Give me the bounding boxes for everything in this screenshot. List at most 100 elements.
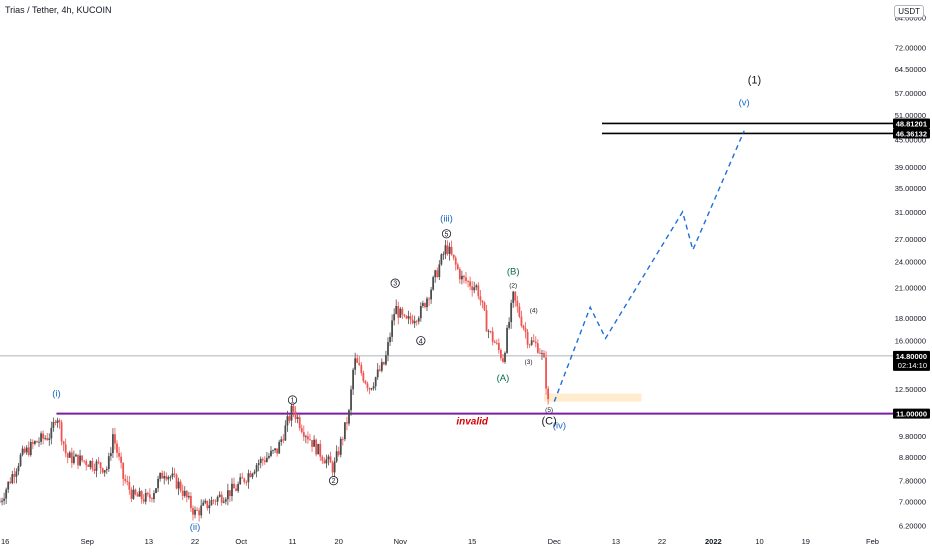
candle-body bbox=[463, 275, 465, 278]
candle-body bbox=[216, 496, 219, 502]
candle-body bbox=[107, 456, 110, 470]
candle-body bbox=[40, 433, 42, 442]
candle-body bbox=[87, 465, 90, 467]
candle-body bbox=[292, 405, 295, 412]
candle-body bbox=[239, 477, 242, 485]
candle-body bbox=[268, 455, 270, 458]
candle-body bbox=[421, 303, 424, 306]
candle-body bbox=[426, 298, 428, 308]
candle-body bbox=[417, 318, 420, 322]
candle-body bbox=[534, 341, 537, 344]
candle-body bbox=[411, 319, 414, 324]
candle-body bbox=[224, 499, 227, 502]
candle-body bbox=[120, 456, 123, 463]
target-zone-layer bbox=[544, 393, 642, 402]
candle-body bbox=[467, 281, 469, 282]
price-tick-label: 9.80000 bbox=[899, 432, 926, 441]
candle-body bbox=[15, 471, 18, 477]
candle-body bbox=[547, 388, 550, 400]
candle-body bbox=[358, 362, 361, 366]
candle-body bbox=[475, 285, 478, 288]
candle-body bbox=[528, 344, 531, 346]
candle-body bbox=[399, 308, 402, 318]
price-tick-label: 72.00000 bbox=[895, 44, 926, 53]
candle-body bbox=[368, 388, 371, 390]
target-price-badge-high-bg bbox=[893, 118, 930, 129]
candle-body bbox=[243, 478, 246, 483]
candle-body bbox=[126, 481, 129, 482]
candle-body bbox=[5, 489, 8, 499]
candle-body bbox=[327, 456, 330, 460]
levels-layer bbox=[0, 122, 893, 415]
candle-body bbox=[235, 488, 237, 491]
candle-body bbox=[157, 478, 159, 489]
candle-body bbox=[428, 298, 430, 300]
candle-body bbox=[413, 321, 416, 324]
currency-badge[interactable]: USDT bbox=[894, 5, 924, 18]
candle-body bbox=[382, 361, 385, 365]
candle-body bbox=[374, 377, 377, 387]
candle-body bbox=[89, 460, 92, 467]
candle-body bbox=[280, 439, 283, 442]
forecast-layer bbox=[553, 130, 745, 402]
candle-body bbox=[302, 432, 305, 437]
candle-body bbox=[407, 316, 410, 319]
candle-body bbox=[274, 448, 276, 451]
candle-body bbox=[249, 473, 252, 477]
candle-body bbox=[532, 340, 535, 342]
candle-body bbox=[134, 489, 137, 495]
candle-body bbox=[112, 434, 114, 454]
candle-body bbox=[177, 481, 180, 489]
candle-body bbox=[335, 451, 338, 462]
time-tick-label: Oct bbox=[235, 537, 248, 546]
candle-body bbox=[346, 422, 348, 424]
candle-body bbox=[495, 342, 498, 344]
price-tick-label: 51.00000 bbox=[895, 111, 926, 120]
candle-body bbox=[294, 411, 297, 419]
candle-body bbox=[38, 441, 40, 443]
candle-body bbox=[99, 462, 102, 469]
candle-body bbox=[493, 341, 496, 343]
candle-body bbox=[11, 474, 14, 484]
candle-body bbox=[409, 316, 412, 320]
candle-body bbox=[214, 500, 217, 502]
time-tick-label: Feb bbox=[866, 537, 879, 546]
candle-body bbox=[380, 361, 383, 371]
candle-body bbox=[190, 495, 192, 509]
circled-wave-label: 3 bbox=[393, 281, 397, 288]
candle-body bbox=[66, 453, 69, 458]
time-tick-label: 22 bbox=[191, 537, 199, 546]
time-tick-label: Sep bbox=[81, 537, 94, 546]
candle-body bbox=[530, 340, 533, 345]
candle-body bbox=[458, 269, 461, 280]
candle-body bbox=[341, 438, 344, 440]
candle-body bbox=[405, 316, 408, 319]
candle-body bbox=[436, 270, 439, 278]
candle-body bbox=[181, 490, 184, 496]
candle-body bbox=[163, 476, 166, 479]
time-axis[interactable]: 16 Sep 13 22 Oct 11 20 Nov 15 Dec 13 22 2022 10 19 Feb bbox=[1, 537, 879, 546]
candle-body bbox=[524, 328, 527, 332]
candle-body bbox=[42, 433, 45, 439]
candle-body bbox=[489, 331, 492, 333]
candle-body bbox=[348, 410, 350, 424]
candle-body bbox=[196, 509, 198, 511]
circled-wave-label: 4 bbox=[419, 338, 423, 345]
candle-body bbox=[60, 422, 63, 442]
candle-body bbox=[354, 358, 357, 370]
candle-body bbox=[339, 438, 342, 455]
price-tick-label: 31.00000 bbox=[895, 208, 926, 217]
candle-body bbox=[397, 306, 400, 318]
wave-label: (1) bbox=[748, 74, 761, 86]
candle-body bbox=[233, 483, 235, 489]
candle-body bbox=[543, 353, 545, 358]
candle-body bbox=[265, 457, 268, 462]
candle-body bbox=[155, 488, 157, 494]
candle-body bbox=[276, 448, 279, 454]
candle-body bbox=[241, 477, 244, 479]
price-tick-label: 7.00000 bbox=[899, 498, 926, 507]
target-price-badge-low: 46.36132 bbox=[896, 129, 927, 138]
candle-body bbox=[304, 436, 307, 438]
candle-body bbox=[485, 310, 488, 332]
